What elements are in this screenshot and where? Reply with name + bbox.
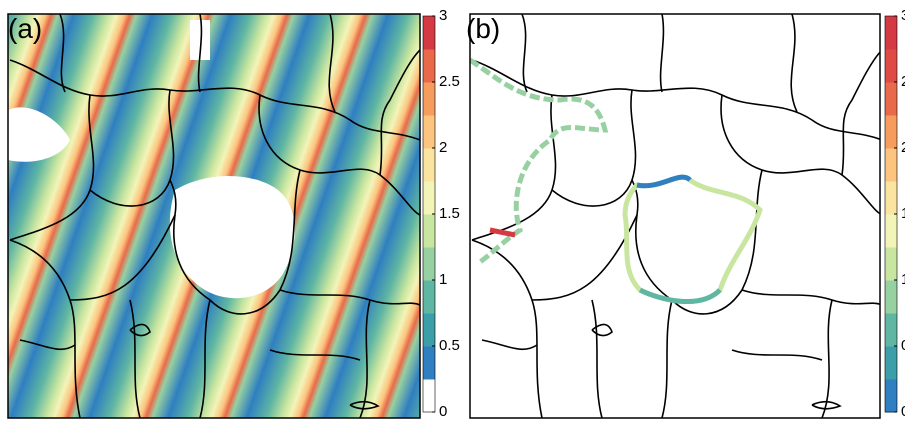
colorbar-tick-label: 2 [439, 139, 447, 156]
colorbar-bin [885, 247, 897, 281]
colorbar-tick-label: 1.5 [901, 205, 905, 222]
colorbar-bin [885, 181, 897, 215]
colorbar-bin [885, 346, 897, 380]
colorbar-tick-label: 2 [901, 139, 905, 156]
colorbar-tick-label: 0.5 [439, 337, 460, 354]
colorbar-bin [885, 49, 897, 83]
colorbar-bin [423, 214, 435, 248]
colorbar-bin [423, 247, 435, 281]
colorbar-bin [423, 82, 435, 116]
colorbar-tick-label: 1.5 [439, 205, 460, 222]
panel-label: (a) [8, 13, 42, 44]
colorbar-bin [885, 379, 897, 413]
colorbar-tick-label: 3 [901, 7, 905, 24]
colorbars: 0 0.5 1 1.5 2 2.5 3 0 0.5 1 1.5 2 2.5 3 [422, 7, 905, 420]
colorbar-bin [423, 148, 435, 182]
colorbar-bin [423, 280, 435, 314]
colorbar-bin [885, 82, 897, 116]
colorbar-bin [885, 313, 897, 347]
colorbar-bin [423, 49, 435, 83]
colorbar-tick-label: 3 [439, 7, 447, 24]
colorbar-tick-label: 0 [901, 403, 905, 420]
colorbar-bin [423, 346, 435, 380]
colorbar-bin [885, 115, 897, 149]
colorbar-bin [885, 280, 897, 314]
colorbar-bin [423, 16, 435, 50]
panel-label: (b) [466, 13, 500, 44]
colorbar-bin [423, 181, 435, 215]
colorbar-tick-label: 1 [439, 271, 447, 288]
colorbar-bin [423, 379, 435, 413]
colorbar-tick-label: 0 [439, 403, 447, 420]
colorbar-tick-label: 2.5 [439, 73, 460, 90]
colorbar-bin [885, 16, 897, 50]
colorbar-bin [423, 313, 435, 347]
colorbar-tick-label: 2.5 [901, 73, 905, 90]
map-a [8, 14, 420, 418]
colorbar-bin [885, 148, 897, 182]
colorbar-bin [885, 214, 897, 248]
colorbar-bin [423, 115, 435, 149]
colorbar-tick-label: 1 [901, 271, 905, 288]
map-b [470, 14, 880, 418]
colorbar-tick-label: 0.5 [901, 337, 905, 354]
